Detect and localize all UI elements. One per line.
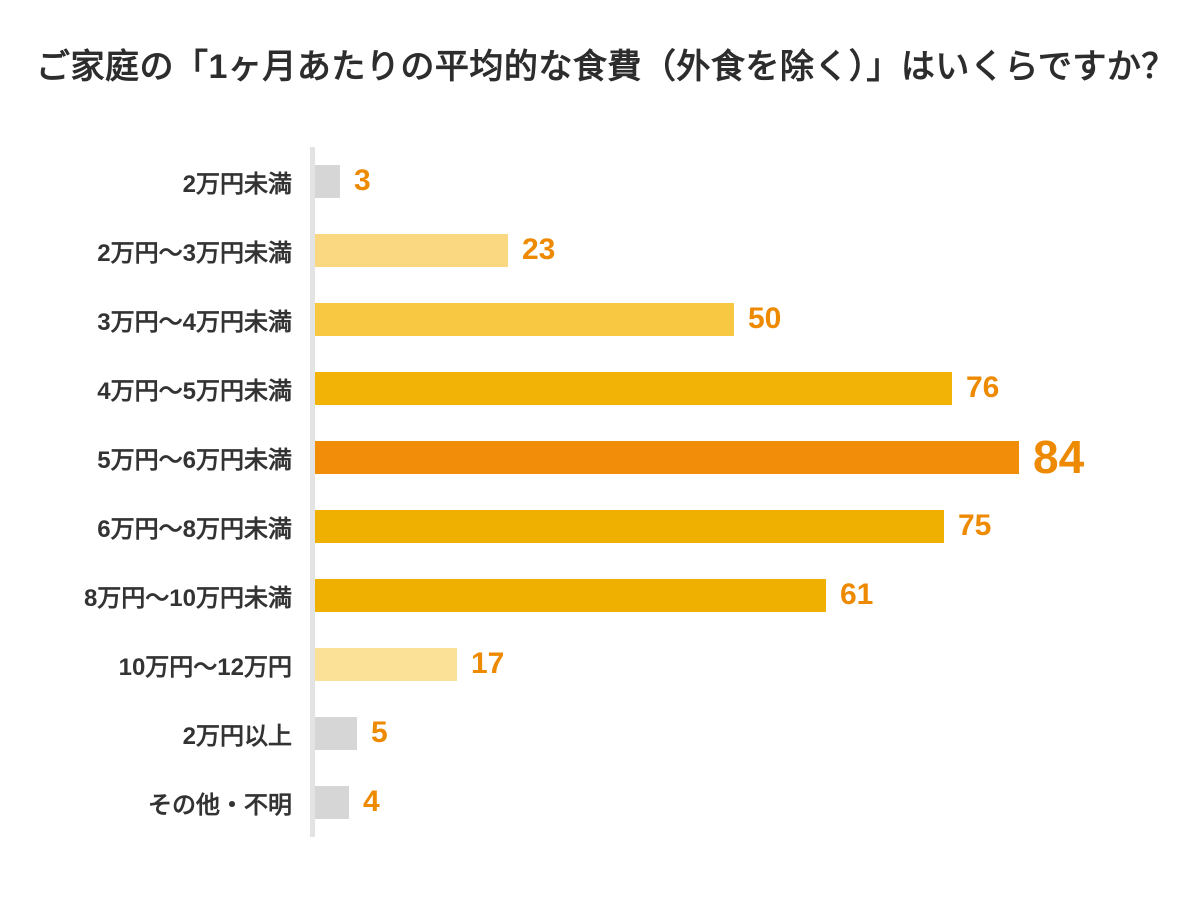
bar bbox=[315, 302, 734, 336]
axis-baseline: 61 bbox=[310, 560, 1200, 630]
category-label: 4万円〜5万円未満 bbox=[97, 377, 292, 405]
category-label: 2万円以上 bbox=[182, 722, 292, 750]
bar-row: 2万円〜3万円未満 23 bbox=[0, 215, 1200, 285]
axis-baseline: 75 bbox=[310, 491, 1200, 561]
axis-baseline: 4 bbox=[310, 767, 1200, 837]
category-label: 2万円〜3万円未満 bbox=[97, 239, 292, 267]
category-label: 2万円未満 bbox=[182, 170, 292, 198]
category-label: その他・不明 bbox=[148, 791, 292, 819]
category-label: 3万円〜4万円未満 bbox=[97, 308, 292, 336]
axis-baseline: 5 bbox=[310, 698, 1200, 768]
value-label: 50 bbox=[748, 302, 782, 335]
bar-row: 5万円〜6万円未満 84 bbox=[0, 422, 1200, 492]
bar bbox=[315, 647, 457, 681]
value-label: 84 bbox=[1033, 431, 1085, 483]
category-label: 10万円〜12万円 bbox=[118, 653, 292, 681]
value-label: 3 bbox=[354, 164, 371, 197]
bar-row: 2万円未満 3 bbox=[0, 146, 1200, 216]
value-label: 75 bbox=[958, 509, 992, 542]
bar-chart-area: 2万円未満 3 2万円〜3万円未満 23 3万円〜4万円未満 50 4万円〜5万… bbox=[0, 146, 1200, 837]
value-label: 5 bbox=[371, 716, 388, 749]
category-label: 6万円〜8万円未満 bbox=[97, 515, 292, 543]
bar-row: 3万円〜4万円未満 50 bbox=[0, 284, 1200, 354]
axis-baseline: 3 bbox=[310, 146, 1200, 216]
value-label: 23 bbox=[522, 233, 556, 266]
bar bbox=[315, 440, 1019, 474]
bar-row: 6万円〜8万円未満 75 bbox=[0, 491, 1200, 561]
bar bbox=[315, 233, 508, 267]
axis-baseline: 76 bbox=[310, 353, 1200, 423]
bar bbox=[315, 578, 826, 612]
bar-row: 8万円〜10万円未満 61 bbox=[0, 560, 1200, 630]
bar-row: 2万円以上 5 bbox=[0, 698, 1200, 768]
bar bbox=[315, 509, 944, 543]
axis-baseline: 84 bbox=[310, 422, 1200, 492]
bar bbox=[315, 785, 349, 819]
bar bbox=[315, 371, 952, 405]
category-label: 8万円〜10万円未満 bbox=[83, 584, 292, 612]
chart-title: ご家庭の「1ヶ月あたりの平均的な食費（外食を除く）」はいくらですか？ bbox=[36, 48, 1176, 86]
value-label: 61 bbox=[840, 578, 874, 611]
bar bbox=[315, 716, 357, 750]
bar-row: 4万円〜5万円未満 76 bbox=[0, 353, 1200, 423]
bar-row: 10万円〜12万円 17 bbox=[0, 629, 1200, 699]
value-label: 4 bbox=[363, 785, 380, 818]
value-label: 76 bbox=[966, 371, 1000, 404]
category-label: 5万円〜6万円未満 bbox=[97, 446, 292, 474]
axis-baseline: 23 bbox=[310, 215, 1200, 285]
bar-row: その他・不明 4 bbox=[0, 767, 1200, 837]
value-label: 17 bbox=[471, 647, 505, 680]
bar bbox=[315, 164, 340, 198]
axis-baseline: 17 bbox=[310, 629, 1200, 699]
axis-baseline: 50 bbox=[310, 284, 1200, 354]
